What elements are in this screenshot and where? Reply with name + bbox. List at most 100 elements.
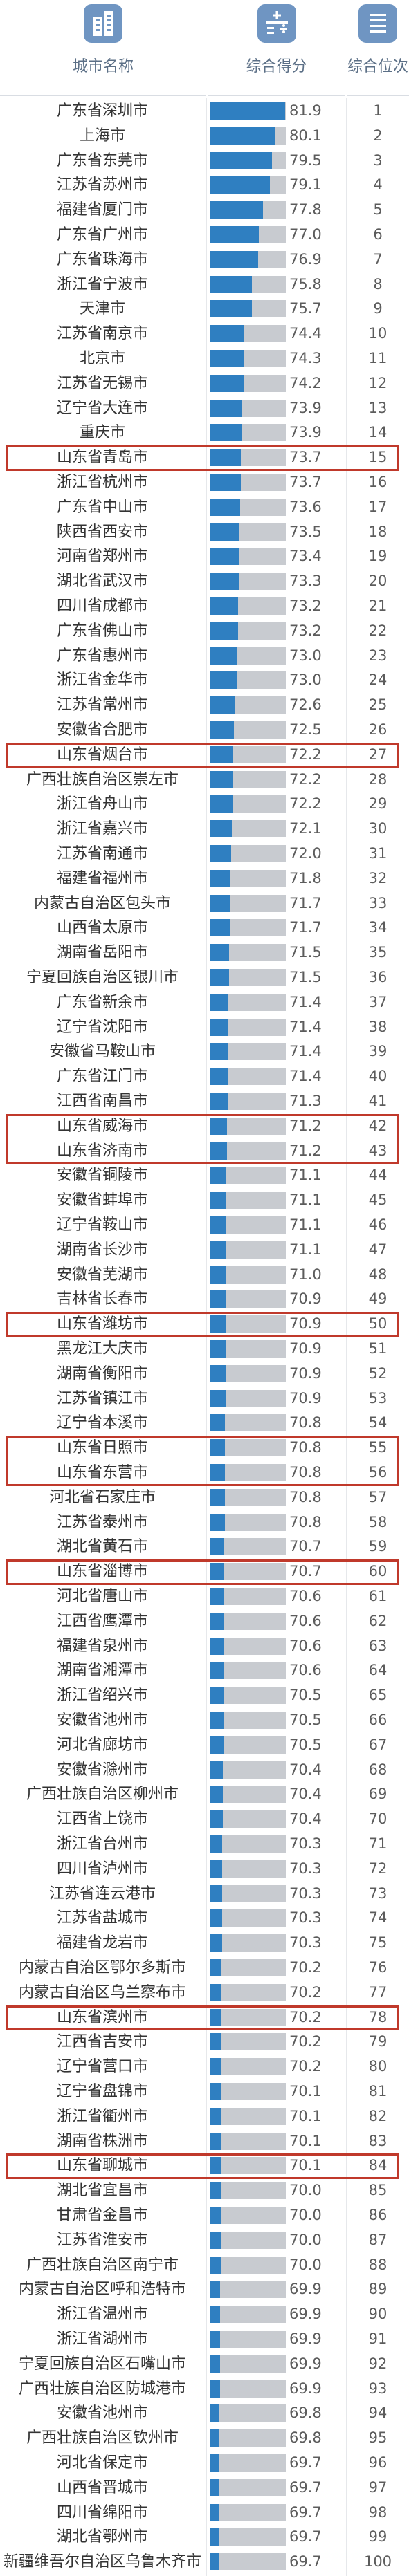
score-bar <box>210 993 228 1011</box>
score-value: 71.3 <box>289 1093 322 1109</box>
rank-value: 96 <box>368 2454 388 2471</box>
table-row: 湖北省宜昌市 70.0 85 <box>0 2179 409 2202</box>
table-row: 江西省上饶市 70.4 70 <box>0 1808 409 1831</box>
score-bar-track <box>230 919 286 937</box>
table-row: 天津市 75.7 9 <box>0 297 409 320</box>
table-row: 广东省中山市 73.6 17 <box>0 496 409 519</box>
table-row: 湖北省鄂州市 69.7 99 <box>0 2526 409 2548</box>
score-bar-track <box>224 1736 286 1754</box>
score-bar-track <box>219 2478 286 2496</box>
score-bar-track <box>219 2553 286 2571</box>
rank-value: 76 <box>368 1959 388 1976</box>
rank-value: 35 <box>368 944 388 961</box>
city-name: 山东省淄博市 <box>56 1563 148 1581</box>
score-value: 71.1 <box>289 1216 322 1233</box>
rank-value: 1 <box>373 102 383 119</box>
city-name: 江苏省常州市 <box>56 696 148 714</box>
score-value: 74.3 <box>289 350 322 367</box>
score-value: 70.4 <box>289 1761 322 1778</box>
rank-value: 66 <box>368 1712 388 1728</box>
score-bar-track <box>232 820 286 838</box>
score-value: 71.0 <box>289 1266 322 1283</box>
score-value: 70.8 <box>289 1464 322 1481</box>
rank-value: 70 <box>368 1810 388 1828</box>
city-name: 江苏省南通市 <box>56 845 148 862</box>
city-name: 浙江省嘉兴市 <box>56 820 148 838</box>
rank-value: 19 <box>368 548 388 565</box>
city-name: 江苏省泰州市 <box>56 1513 148 1531</box>
score-bar <box>210 1712 224 1729</box>
score-bar <box>210 2429 219 2447</box>
table-row: 安徽省马鞍山市 71.4 39 <box>0 1040 409 1063</box>
score-bar <box>210 176 270 194</box>
score-bar <box>210 1290 226 1308</box>
score-bar <box>210 2157 221 2175</box>
score-value: 70.1 <box>289 2083 322 2100</box>
score-value: 71.7 <box>289 894 322 911</box>
city-name: 河北省唐山市 <box>56 1588 148 1605</box>
score-bar <box>210 2404 219 2422</box>
score-value: 73.0 <box>289 647 322 664</box>
table-row: 山东省济南市 71.2 43 <box>0 1140 409 1162</box>
score-bar-track <box>221 2033 286 2051</box>
rank-value: 33 <box>368 894 388 911</box>
score-value: 70.1 <box>289 2157 322 2174</box>
score-bar <box>210 2553 219 2571</box>
score-bar-track <box>226 1315 286 1333</box>
city-name: 四川省成都市 <box>56 597 148 615</box>
score-value: 80.1 <box>289 127 322 144</box>
score-bar-track <box>224 1588 286 1605</box>
table-row: 江苏省南通市 72.0 31 <box>0 842 409 865</box>
score-bar <box>210 721 234 739</box>
rank-value: 11 <box>368 350 388 367</box>
rank-value: 55 <box>368 1439 388 1456</box>
city-column-label: 城市名称 <box>72 58 134 75</box>
table-row: 河北省唐山市 70.6 61 <box>0 1585 409 1608</box>
score-bar-track <box>223 1761 286 1779</box>
rank-value: 93 <box>368 2380 388 2397</box>
score-bar <box>210 1662 224 1680</box>
score-value: 70.8 <box>289 1439 322 1456</box>
city-name: 安徽省池州市 <box>56 2404 148 2422</box>
score-bar <box>210 1117 227 1135</box>
score-bar <box>210 1043 228 1061</box>
score-bar-track <box>235 696 286 714</box>
score-bar <box>210 2033 221 2051</box>
rank-value: 86 <box>368 2207 388 2223</box>
score-value: 70.9 <box>289 1389 322 1407</box>
score-bar-track <box>234 721 286 739</box>
city-name: 广西壮族自治区柳州市 <box>26 1786 179 1804</box>
score-bar-track <box>221 2207 286 2224</box>
rank-value: 10 <box>368 325 388 342</box>
table-row: 江苏省常州市 72.6 25 <box>0 694 409 716</box>
rank-value: 30 <box>368 820 388 837</box>
rank-value: 74 <box>368 1909 388 1927</box>
score-bar <box>210 2132 221 2150</box>
rank-value: 94 <box>368 2404 388 2422</box>
table-row: 宁夏回族自治区银川市 71.5 36 <box>0 966 409 989</box>
score-value: 71.2 <box>289 1117 322 1134</box>
score-bar <box>210 1315 226 1333</box>
score-bar <box>210 399 242 417</box>
rank-value: 46 <box>368 1216 388 1233</box>
city-name: 北京市 <box>79 350 125 367</box>
city-name: 广东省惠州市 <box>56 647 148 665</box>
city-name: 浙江省湖州市 <box>56 2331 148 2348</box>
score-bar <box>210 845 231 862</box>
score-bar-track <box>219 2528 286 2546</box>
city-name: 江苏省无锡市 <box>56 374 148 392</box>
rank-value: 22 <box>368 622 388 639</box>
city-name: 甘肃省金昌市 <box>56 2207 148 2224</box>
score-bar-track <box>226 1167 286 1185</box>
score-bar-track <box>222 1860 286 1878</box>
score-bar <box>210 1192 226 1210</box>
score-bar-track <box>228 1093 286 1110</box>
score-value: 70.3 <box>289 1909 322 1927</box>
score-bar <box>210 498 240 516</box>
table-row: 广东省新余市 71.4 37 <box>0 991 409 1014</box>
score-bar-track <box>272 151 286 169</box>
city-name: 江苏省苏州市 <box>56 176 148 194</box>
highlight-box <box>6 1559 399 1585</box>
score-bar-track <box>228 1043 286 1061</box>
